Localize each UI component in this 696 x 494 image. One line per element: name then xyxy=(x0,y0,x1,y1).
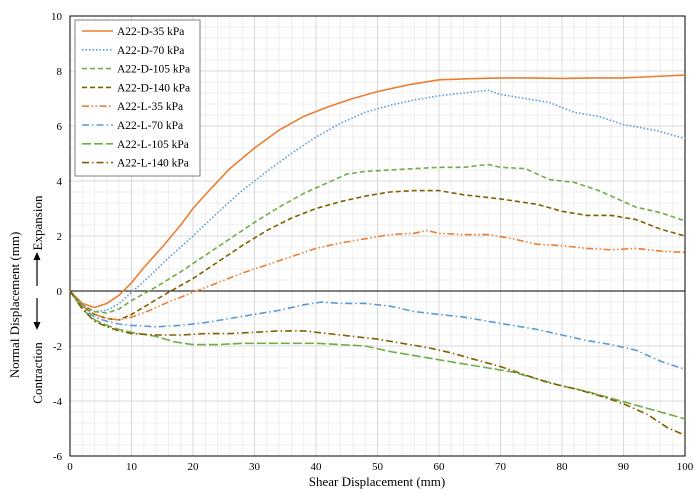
legend-label-5: A22-L-35 kPa xyxy=(117,101,183,113)
series-line-1 xyxy=(69,74,686,309)
y-tick-label: -6 xyxy=(53,451,63,463)
series-group xyxy=(69,74,686,437)
x-axis-label: Shear Displacement (mm) xyxy=(309,474,445,489)
x-tick-label: 70 xyxy=(495,461,507,473)
y-tick-label: 0 xyxy=(57,286,63,298)
series-line-6 xyxy=(69,290,686,371)
legend-label-4: A22-D-140 kPa xyxy=(117,82,190,94)
series-line-3 xyxy=(69,163,686,314)
x-tick-label: 80 xyxy=(557,461,569,473)
series-line-2 xyxy=(69,89,686,313)
y-axis-expansion-label: Expansion xyxy=(30,195,45,250)
x-tick-label: 30 xyxy=(249,461,261,473)
x-tick-label: 90 xyxy=(618,461,630,473)
series-line-5 xyxy=(69,229,686,321)
y-axis-label-group: Normal Displacement (mm) xyxy=(7,232,22,379)
y-axis-contraction-label: Contraction xyxy=(30,342,45,404)
x-tick-label: 100 xyxy=(677,461,694,473)
y-tick-label: 10 xyxy=(51,11,63,23)
legend-label-1: A22-D-35 kPa xyxy=(117,26,184,38)
expansion-arrow-head xyxy=(33,252,41,260)
y-tick-label: 8 xyxy=(57,66,63,78)
y-tick-label: 4 xyxy=(57,176,63,188)
x-tick-label: 0 xyxy=(67,461,73,473)
y-tick-label: 2 xyxy=(57,231,63,243)
legend-label-2: A22-D-70 kPa xyxy=(117,45,184,57)
x-tick-label: 40 xyxy=(311,461,323,473)
y-tick-label: 6 xyxy=(57,121,63,133)
legend: A22-D-35 kPa A22-D-70 kPa A22-D-105 kPa A22… xyxy=(74,19,201,177)
x-tick-label: 20 xyxy=(188,461,200,473)
y-axis-arrows xyxy=(33,252,41,330)
legend-label-7: A22-L-105 kPa xyxy=(117,139,189,151)
y-tick-label: -4 xyxy=(53,396,63,408)
x-tick-label: 50 xyxy=(372,461,384,473)
y-axis-expansion-group: Expansion xyxy=(30,195,45,250)
y-axis-contraction-group: Contraction xyxy=(30,342,45,404)
y-tick-label: -2 xyxy=(53,341,62,353)
legend-label-3: A22-D-105 kPa xyxy=(117,64,190,76)
x-tick-label: 60 xyxy=(434,461,446,473)
legend-box xyxy=(74,19,201,177)
contraction-arrow-head xyxy=(33,322,41,330)
legend-label-6: A22-L-70 kPa xyxy=(117,120,183,132)
y-axis-label: Normal Displacement (mm) xyxy=(7,232,22,379)
x-tick-label: 10 xyxy=(126,461,138,473)
tick-labels: 0 10 20 30 40 50 60 70 80 90 100 -6 -4 -2 0 2 4 6 8 10 xyxy=(51,11,694,473)
series-line-4 xyxy=(69,189,686,321)
series-line-8 xyxy=(69,290,686,437)
plot-area-border xyxy=(69,15,686,457)
legend-label-8: A22-L-140 kPa xyxy=(117,158,189,170)
